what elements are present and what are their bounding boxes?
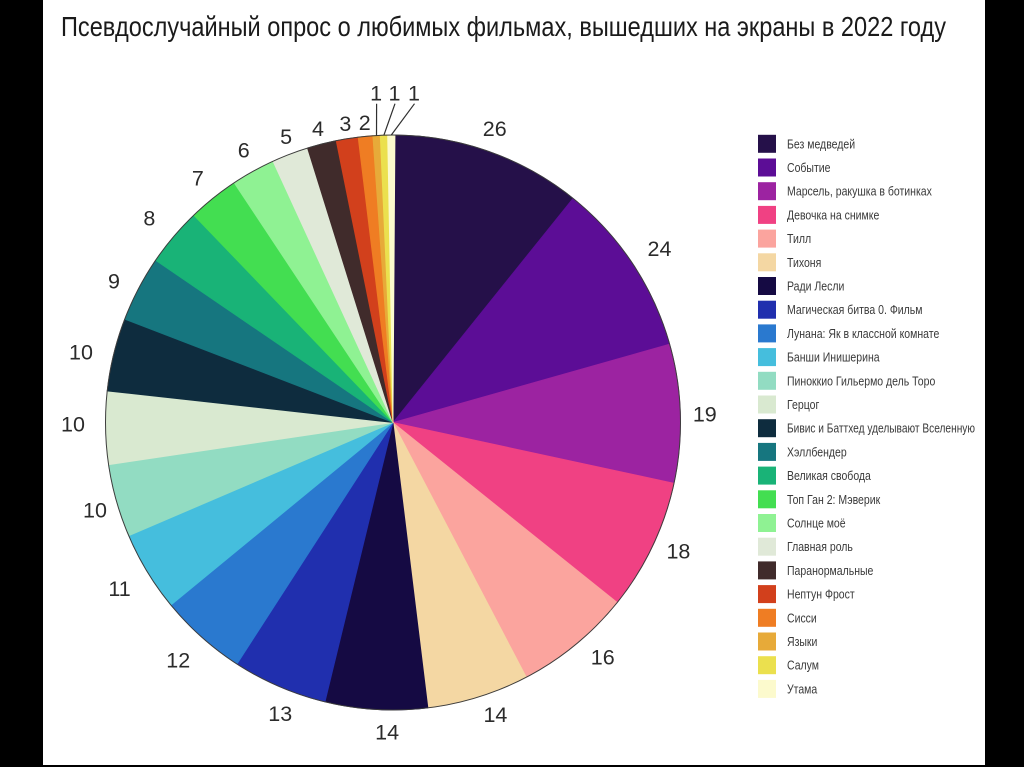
svg-text:16: 16 (591, 645, 615, 669)
svg-text:7: 7 (192, 166, 204, 190)
svg-text:14: 14 (483, 703, 507, 727)
svg-text:Пиноккио Гильермо дель Торо: Пиноккио Гильермо дель Торо (787, 374, 935, 388)
svg-text:13: 13 (268, 702, 292, 726)
svg-text:Герцог: Герцог (787, 398, 820, 412)
svg-text:10: 10 (61, 413, 85, 437)
svg-text:Псевдослучайный опрос о любимы: Псевдослучайный опрос о любимых фильмах,… (61, 11, 946, 42)
svg-text:3: 3 (339, 112, 351, 136)
svg-text:10: 10 (69, 341, 93, 365)
svg-text:Великая свобода: Великая свобода (787, 469, 871, 483)
svg-text:2: 2 (359, 111, 371, 135)
svg-text:11: 11 (108, 577, 130, 601)
svg-text:8: 8 (143, 207, 155, 231)
svg-text:18: 18 (666, 540, 690, 564)
svg-text:12: 12 (166, 649, 190, 673)
svg-text:Хэллбендер: Хэллбендер (787, 445, 847, 459)
svg-text:Бивис и Баттхед уделывают Всел: Бивис и Баттхед уделывают Вселенную (787, 422, 975, 436)
svg-text:Тилл: Тилл (787, 232, 811, 246)
svg-text:10: 10 (83, 499, 107, 523)
svg-text:Утама: Утама (787, 682, 817, 696)
svg-text:24: 24 (648, 237, 672, 261)
svg-text:Нептун Фрост: Нептун Фрост (787, 588, 855, 602)
svg-text:Главная роль: Главная роль (787, 540, 853, 554)
svg-text:6: 6 (238, 139, 250, 163)
svg-text:Лунана: Як в классной комнате: Лунана: Як в классной комнате (787, 327, 939, 341)
svg-text:5: 5 (280, 125, 292, 149)
svg-text:26: 26 (483, 117, 507, 141)
svg-text:Событие: Событие (787, 161, 831, 175)
svg-text:Без медведей: Без медведей (787, 137, 855, 151)
svg-text:Банши Инишерина: Банши Инишерина (787, 351, 880, 365)
svg-text:Топ Ган 2: Мэверик: Топ Ган 2: Мэверик (787, 493, 881, 507)
svg-text:Девочка на снимке: Девочка на снимке (787, 208, 879, 222)
svg-text:4: 4 (312, 117, 324, 141)
svg-text:14: 14 (375, 721, 399, 745)
svg-text:1: 1 (408, 82, 420, 106)
svg-text:9: 9 (108, 270, 120, 294)
svg-text:Языки: Языки (787, 635, 817, 649)
svg-text:1: 1 (389, 82, 401, 106)
svg-text:Солнце моё: Солнце моё (787, 517, 846, 531)
svg-text:Тихоня: Тихоня (787, 256, 821, 270)
svg-text:1: 1 (370, 82, 382, 106)
svg-text:Магическая битва 0. Фильм: Магическая битва 0. Фильм (787, 303, 923, 317)
svg-text:Салум: Салум (787, 659, 819, 673)
svg-text:19: 19 (693, 403, 717, 427)
svg-text:Сисси: Сисси (787, 611, 817, 625)
svg-text:Марсель, ракушка в ботинках: Марсель, ракушка в ботинках (787, 185, 933, 199)
svg-text:Паранормальные: Паранормальные (787, 564, 873, 578)
svg-text:Ради Лесли: Ради Лесли (787, 280, 844, 294)
